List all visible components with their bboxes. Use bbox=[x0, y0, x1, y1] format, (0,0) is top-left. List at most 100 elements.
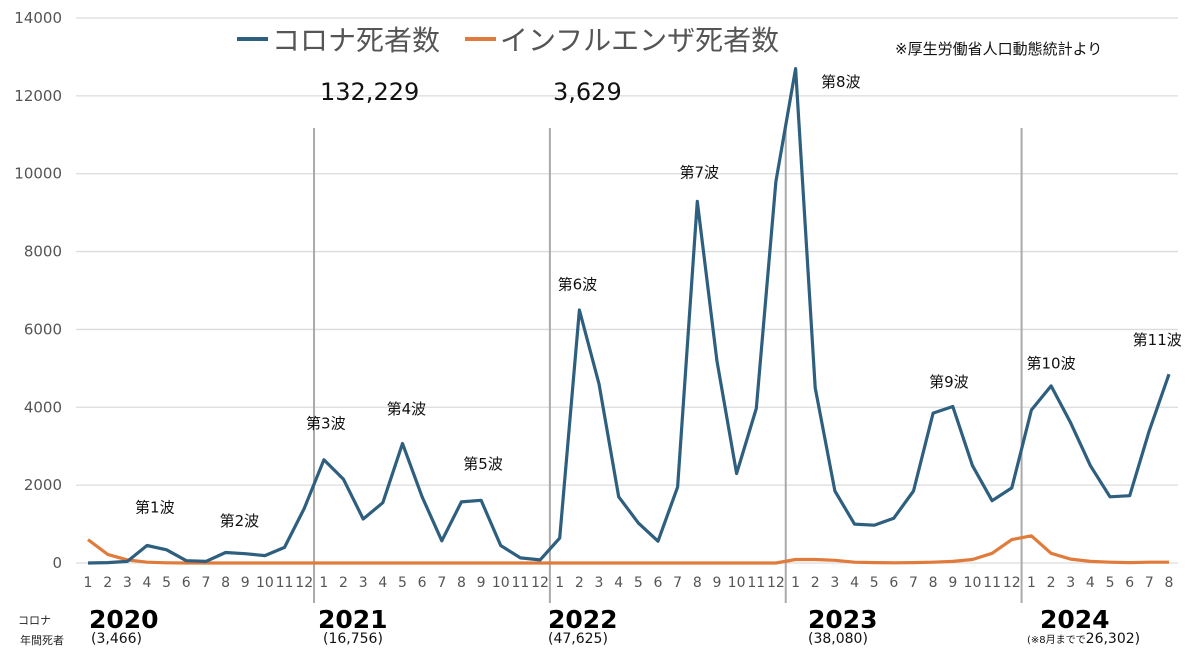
annual-deaths-2024-prefix: (※8月までで bbox=[1027, 634, 1086, 646]
month-label: 11 bbox=[511, 575, 529, 591]
year-label-2022: 2022 bbox=[548, 605, 618, 634]
month-label: 7 bbox=[201, 575, 210, 591]
month-label: 4 bbox=[1086, 575, 1095, 591]
month-label: 9 bbox=[948, 575, 957, 591]
month-label: 9 bbox=[241, 575, 250, 591]
annual-deaths-2024-value: 26,302) bbox=[1086, 631, 1140, 647]
month-label: 8 bbox=[221, 575, 230, 591]
y-tick-label: 10000 bbox=[14, 165, 62, 183]
month-label: 6 bbox=[889, 575, 898, 591]
month-label: 1 bbox=[1027, 575, 1036, 591]
month-label: 4 bbox=[378, 575, 387, 591]
wave-label: 第10波 bbox=[1027, 354, 1076, 372]
month-label: 3 bbox=[830, 575, 839, 591]
wave-label: 第3波 bbox=[306, 415, 346, 433]
month-label: 7 bbox=[909, 575, 918, 591]
month-label: 12 bbox=[1003, 575, 1021, 591]
month-label: 2 bbox=[103, 575, 112, 591]
series-lines bbox=[87, 67, 1171, 565]
wave-label: 第9波 bbox=[929, 373, 969, 391]
month-label: 4 bbox=[143, 575, 152, 591]
annual-deaths-2022: (47,625) bbox=[548, 631, 608, 647]
row-label-corona: コロナ bbox=[18, 614, 51, 627]
month-label: 6 bbox=[654, 575, 663, 591]
month-label: 5 bbox=[398, 575, 407, 591]
y-tick-label: 12000 bbox=[14, 87, 62, 105]
month-label: 6 bbox=[418, 575, 427, 591]
year-label-2024: 2024 bbox=[1040, 605, 1110, 634]
month-label: 5 bbox=[1106, 575, 1115, 591]
legend-label-corona: コロナ死者数 bbox=[272, 24, 440, 57]
month-label: 4 bbox=[850, 575, 859, 591]
month-label: 11 bbox=[983, 575, 1001, 591]
month-label: 5 bbox=[870, 575, 879, 591]
wave-label: 第5波 bbox=[463, 455, 503, 473]
month-label: 8 bbox=[693, 575, 702, 591]
y-tick-label: 2000 bbox=[24, 476, 62, 494]
month-label: 7 bbox=[673, 575, 682, 591]
wave-label: 第8波 bbox=[821, 73, 861, 91]
flu-total: 3,629 bbox=[553, 78, 622, 106]
month-label: 8 bbox=[1165, 575, 1174, 591]
month-label: 10 bbox=[964, 575, 982, 591]
month-label: 6 bbox=[182, 575, 191, 591]
wave-label: 第1波 bbox=[135, 498, 175, 516]
wave-label: 第4波 bbox=[387, 400, 427, 418]
month-label: 3 bbox=[595, 575, 604, 591]
year-label-2023: 2023 bbox=[808, 605, 878, 634]
month-label: 10 bbox=[492, 575, 510, 591]
month-label: 10 bbox=[256, 575, 274, 591]
source-note: ※厚生労働省人口動態統計より bbox=[895, 40, 1102, 58]
month-label: 9 bbox=[477, 575, 486, 591]
month-label: 1 bbox=[319, 575, 328, 591]
wave-label: 第11波 bbox=[1133, 331, 1182, 349]
month-label: 12 bbox=[767, 575, 785, 591]
month-label: 8 bbox=[457, 575, 466, 591]
month-label: 11 bbox=[747, 575, 765, 591]
legend: コロナ死者数 インフルエンザ死者数 bbox=[237, 24, 779, 57]
series-line bbox=[87, 67, 1171, 565]
month-label: 5 bbox=[162, 575, 171, 591]
month-label: 4 bbox=[614, 575, 623, 591]
year-label-2020: 2020 bbox=[89, 605, 159, 634]
y-tick-label: 8000 bbox=[24, 243, 62, 261]
year-dividers bbox=[313, 128, 1023, 603]
month-label: 5 bbox=[634, 575, 643, 591]
month-label: 2 bbox=[575, 575, 584, 591]
month-label: 1 bbox=[791, 575, 800, 591]
month-label: 11 bbox=[276, 575, 294, 591]
wave-label: 第2波 bbox=[220, 512, 260, 530]
corona-total: 132,229 bbox=[320, 78, 419, 106]
month-label: 1 bbox=[555, 575, 564, 591]
month-label: 9 bbox=[712, 575, 721, 591]
month-label: 3 bbox=[1066, 575, 1075, 591]
month-label: 3 bbox=[123, 575, 132, 591]
series-line bbox=[87, 534, 1169, 565]
annual-deaths-2023: (38,080) bbox=[808, 631, 868, 647]
wave-label: 第7波 bbox=[679, 164, 719, 182]
month-label: 3 bbox=[359, 575, 368, 591]
month-label: 7 bbox=[437, 575, 446, 591]
month-label: 8 bbox=[929, 575, 938, 591]
month-label: 1 bbox=[84, 575, 93, 591]
month-label: 6 bbox=[1125, 575, 1134, 591]
month-label: 12 bbox=[295, 575, 313, 591]
wave-label: 第6波 bbox=[558, 275, 598, 293]
gridlines bbox=[76, 17, 1178, 564]
month-label: 12 bbox=[531, 575, 549, 591]
month-label: 10 bbox=[728, 575, 746, 591]
month-label: 2 bbox=[339, 575, 348, 591]
row-label-annual-deaths: 年間死者 bbox=[20, 633, 64, 647]
annual-deaths-2021: (16,756) bbox=[323, 631, 383, 647]
y-tick-label: 0 bbox=[52, 554, 62, 572]
y-tick-label: 4000 bbox=[24, 398, 62, 416]
y-axis-ticks: 0 2000 4000 6000 8000 10000 12000 14000 bbox=[14, 9, 62, 572]
year-label-2021: 2021 bbox=[318, 605, 388, 634]
annual-deaths-2024: (※8月までで26,302) bbox=[1027, 631, 1140, 647]
legend-label-flu: インフルエンザ死者数 bbox=[500, 24, 779, 57]
x-axis-month-labels: 1 2 3 4 5 6 7 8 9 10 11 12 1 2 3 4 5 6 7 8 9 10 11 12 1 2 3 4 5 6 7 8 9 1… bbox=[84, 575, 1174, 591]
y-tick-label: 14000 bbox=[14, 9, 62, 27]
month-label: 7 bbox=[1145, 575, 1154, 591]
